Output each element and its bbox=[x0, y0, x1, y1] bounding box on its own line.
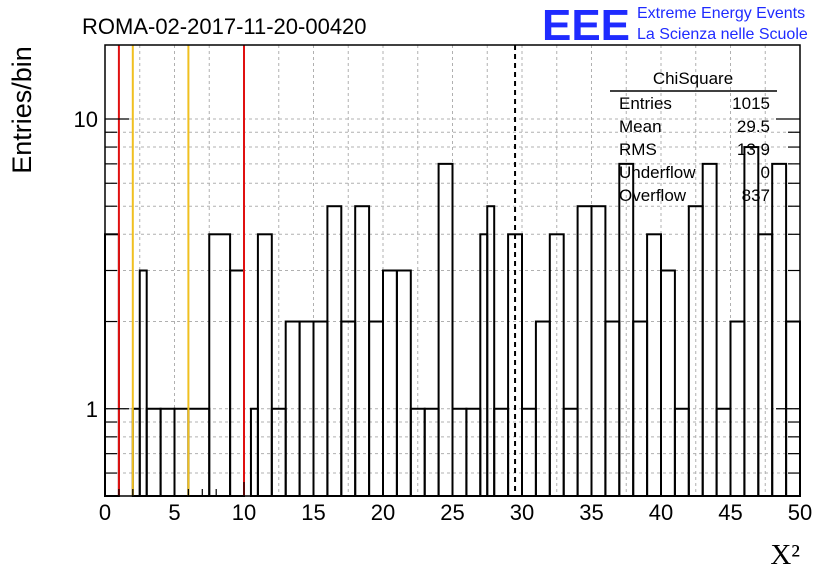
x-tick-label: 5 bbox=[168, 500, 180, 525]
histogram-bin bbox=[138, 269, 148, 497]
histogram-bin bbox=[395, 269, 412, 497]
histogram-bin bbox=[576, 205, 593, 498]
stats-box: ChiSquare Entries 1015 Mean 29.5 RMS 13.… bbox=[610, 69, 777, 205]
x-axis-label: X² bbox=[770, 539, 800, 571]
histogram-bin bbox=[479, 233, 489, 498]
x-tick-label: 50 bbox=[788, 500, 812, 525]
stats-value-underflow: 0 bbox=[761, 163, 770, 182]
x-tick-label: 45 bbox=[718, 500, 742, 525]
histogram-bin bbox=[382, 269, 398, 497]
stats-title: ChiSquare bbox=[653, 69, 733, 88]
histogram-bin bbox=[173, 407, 190, 497]
histogram-bin bbox=[701, 162, 718, 497]
histogram-bin bbox=[229, 269, 246, 497]
histogram-bin bbox=[208, 233, 232, 498]
histogram-bin bbox=[256, 233, 273, 498]
stats-label-overflow: Overflow bbox=[619, 186, 687, 205]
histogram-bin bbox=[771, 162, 788, 497]
histogram-bin bbox=[646, 233, 662, 498]
stats-label-rms: RMS bbox=[619, 140, 657, 159]
x-tick-label: 15 bbox=[301, 500, 325, 525]
histogram-bin bbox=[104, 233, 120, 498]
histogram-bin bbox=[437, 162, 454, 497]
histogram-bin bbox=[590, 205, 607, 498]
stats-label-underflow: Underflow bbox=[619, 163, 696, 182]
histogram-bin bbox=[660, 269, 676, 497]
y-axis-ticks: 1 10 bbox=[74, 107, 800, 497]
logo-line-2: La Scienza nelle Scuole bbox=[637, 26, 808, 43]
x-tick-label: 20 bbox=[371, 500, 395, 525]
threshold-lines bbox=[117, 45, 517, 496]
stats-value-rms: 13.9 bbox=[737, 140, 770, 159]
x-tick-label: 25 bbox=[440, 500, 464, 525]
x-tick-label: 0 bbox=[99, 500, 111, 525]
chart-title: ROMA-02-2017-11-20-00420 bbox=[82, 14, 367, 39]
y-axis-label: Entries/bin bbox=[7, 46, 37, 174]
stats-value-overflow: 837 bbox=[742, 186, 770, 205]
y-tick-label: 10 bbox=[74, 107, 98, 132]
x-tick-label: 35 bbox=[579, 500, 603, 525]
histogram-bin bbox=[326, 205, 343, 498]
y-tick-label: 1 bbox=[86, 397, 98, 422]
logo-line-1: Extreme Energy Events bbox=[637, 5, 805, 22]
logo-mark: EEE bbox=[542, 1, 630, 50]
stats-value-entries: 1015 bbox=[732, 94, 770, 113]
eee-logo: EEE Extreme Energy Events La Scienza nel… bbox=[542, 1, 808, 50]
x-axis-ticks: 0 5 10 15 20 25 30 35 40 45 50 bbox=[99, 482, 812, 525]
histogram-bin bbox=[354, 205, 371, 498]
stats-value-mean: 29.5 bbox=[737, 117, 770, 136]
histogram-bin bbox=[486, 205, 496, 498]
x-tick-label: 10 bbox=[232, 500, 256, 525]
stats-label-mean: Mean bbox=[619, 117, 662, 136]
stats-label-entries: Entries bbox=[619, 94, 672, 113]
x-tick-label: 40 bbox=[649, 500, 673, 525]
x-tick-label: 30 bbox=[510, 500, 534, 525]
